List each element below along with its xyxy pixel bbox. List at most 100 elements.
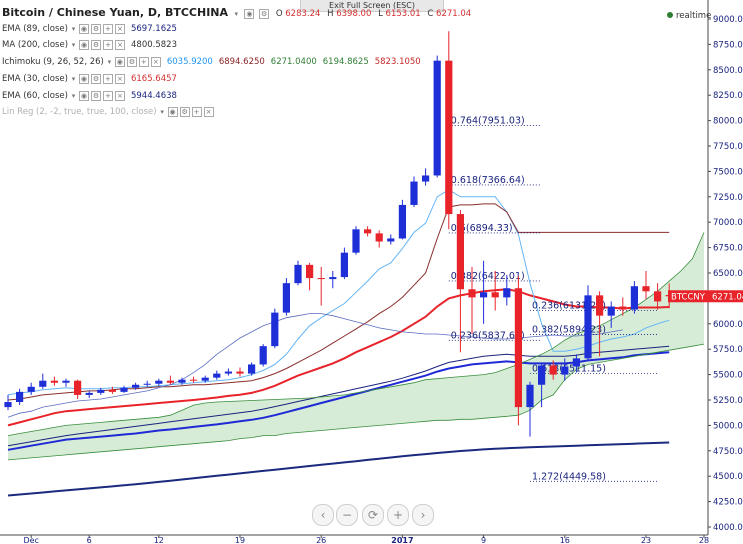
candle-body: [178, 379, 186, 383]
add-icon[interactable]: +: [102, 90, 113, 101]
chevron-down-icon[interactable]: ▾: [107, 57, 112, 66]
close-icon[interactable]: ×: [114, 23, 125, 34]
indicator-name: EMA (89, close): [2, 24, 68, 34]
chevron-down-icon[interactable]: ▾: [71, 91, 76, 100]
eye-icon[interactable]: ◉: [78, 90, 89, 101]
indicator-value: 5697.1625: [130, 24, 177, 34]
candle-body: [410, 181, 418, 205]
zoom-out-button[interactable]: −: [336, 504, 358, 526]
indicator-row[interactable]: Ichimoku (9, 26, 52, 26) ▾ ◉ ⚙ + × 6035.9200 68…: [2, 56, 421, 69]
eye-icon[interactable]: ◉: [167, 106, 178, 117]
candle-body: [27, 386, 35, 392]
zoom-in-button[interactable]: +: [387, 504, 409, 526]
eye-icon[interactable]: ◉: [78, 73, 89, 84]
time-tick-label: 16: [560, 536, 570, 544]
fib-label: 0.764(7951.03): [451, 116, 525, 127]
series-line-ema-30-close: [7, 288, 670, 427]
candle-body: [166, 380, 174, 383]
series-line-ema-60-close: [7, 351, 670, 451]
add-icon[interactable]: +: [102, 23, 113, 34]
close-icon[interactable]: ×: [115, 39, 126, 50]
chevron-down-icon[interactable]: ▾: [71, 74, 76, 83]
settings-icon[interactable]: ⚙: [259, 8, 270, 19]
eye-icon[interactable]: ◉: [78, 23, 89, 34]
series-line-ichimoku-kijun: [7, 203, 670, 401]
fib-label: 0.382(5894.23): [532, 325, 606, 336]
indicator-value: 6194.8625: [322, 57, 369, 67]
chevron-down-icon[interactable]: ▾: [160, 107, 164, 116]
scroll-left-button[interactable]: ‹: [312, 504, 334, 526]
eye-icon[interactable]: ◉: [114, 56, 125, 67]
candle-body: [445, 60, 453, 215]
price-tick-label: 6750.00: [713, 244, 743, 254]
close-icon[interactable]: ×: [114, 90, 125, 101]
candle-body: [480, 292, 488, 298]
close-icon[interactable]: ×: [114, 73, 125, 84]
candle-body: [514, 288, 522, 408]
indicator-row[interactable]: EMA (60, close) ▾ ◉ ⚙ + × 5944.4638: [2, 90, 177, 103]
candle-body: [619, 306, 627, 310]
price-tick-label: 4500.00: [713, 472, 743, 482]
scroll-right-button[interactable]: ›: [412, 504, 434, 526]
exit-fullscreen-button[interactable]: Exit Full Screen (ESC): [300, 0, 444, 12]
candle-body: [306, 264, 314, 279]
candle-body: [340, 252, 348, 278]
price-tick-label: 8750.00: [713, 40, 743, 50]
high-label: H: [327, 9, 334, 19]
indicator-row[interactable]: EMA (30, close) ▾ ◉ ⚙ + × 6165.6457: [2, 73, 177, 86]
price-tick-label: 8000.00: [713, 117, 743, 127]
candlesticks: [4, 31, 673, 437]
candle-body: [364, 229, 372, 234]
close-icon[interactable]: ×: [203, 106, 214, 117]
candle-body: [213, 373, 221, 378]
fib-label: 0.5(6894.33): [451, 223, 513, 234]
candle-body: [607, 306, 615, 316]
indicator-row[interactable]: EMA (89, close) ▾ ◉ ⚙ + × 5697.1625: [2, 23, 177, 36]
candle-body: [352, 229, 360, 253]
indicator-value: 5823.1050: [374, 57, 421, 67]
settings-icon[interactable]: ⚙: [90, 73, 101, 84]
price-tick-label: 7750.00: [713, 142, 743, 152]
fib-label: 0.382(6422.01): [451, 271, 525, 282]
time-axis[interactable]: Dec 6 12 19 26 2017 9 16 23 28: [0, 534, 709, 544]
time-tick-label: 28: [699, 536, 709, 544]
candle-body: [97, 389, 105, 393]
indicator-value: 6035.9200: [166, 57, 213, 67]
settings-icon[interactable]: ⚙: [126, 56, 137, 67]
add-icon[interactable]: +: [102, 73, 113, 84]
candle-body: [317, 278, 325, 280]
candle-body: [561, 366, 569, 375]
indicator-row[interactable]: MA (200, close) ▾ ◉ ⚙ + × 4800.5823: [2, 39, 177, 52]
chevron-down-icon[interactable]: ▾: [71, 24, 76, 33]
candle-body: [526, 384, 534, 408]
add-icon[interactable]: +: [103, 39, 114, 50]
eye-icon[interactable]: ◉: [244, 8, 255, 19]
candle-body: [39, 380, 47, 387]
candle-body: [538, 365, 546, 385]
price-axis[interactable]: 9000.00 8750.00 8500.00 8250.00 8000.00 7750.…: [707, 0, 743, 535]
reset-chart-button[interactable]: ⟳: [362, 504, 384, 526]
add-icon[interactable]: +: [138, 56, 149, 67]
candle-body: [572, 358, 580, 367]
settings-icon[interactable]: ⚙: [90, 90, 101, 101]
candle-body: [201, 377, 209, 381]
chevron-down-icon[interactable]: ▾: [234, 9, 238, 18]
candle-body: [549, 365, 557, 375]
price-tick-label: 5750.00: [713, 345, 743, 355]
close-icon[interactable]: ×: [150, 56, 161, 67]
time-tick-label: 23: [641, 536, 651, 544]
chevron-down-icon[interactable]: ▾: [71, 40, 76, 49]
eye-icon[interactable]: ◉: [79, 39, 90, 50]
indicator-name: Lin Reg (2, -2, true, true, 100, close): [2, 107, 157, 117]
settings-icon[interactable]: ⚙: [179, 106, 190, 117]
indicator-row[interactable]: Lin Reg (2, -2, true, true, 100, close) ▾…: [2, 106, 214, 119]
settings-icon[interactable]: ⚙: [91, 39, 102, 50]
settings-icon[interactable]: ⚙: [90, 23, 101, 34]
candle-body: [630, 286, 638, 310]
symbol-title[interactable]: Bitcoin / Chinese Yuan, D, BTCCHINA: [2, 6, 229, 19]
time-tick-label: 19: [235, 536, 245, 544]
add-icon[interactable]: +: [191, 106, 202, 117]
price-tick-label: 8500.00: [713, 66, 743, 76]
candle-body: [132, 384, 140, 388]
